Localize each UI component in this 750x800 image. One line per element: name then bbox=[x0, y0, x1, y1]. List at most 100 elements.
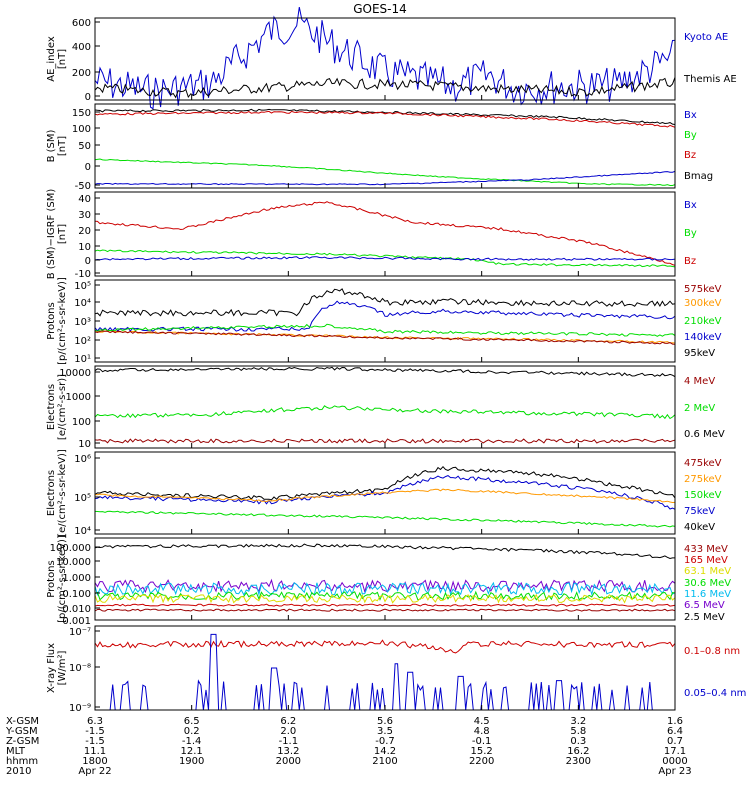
legend-entry: 0.6 MeV bbox=[684, 429, 725, 440]
y-axis-label: [nT] bbox=[57, 49, 68, 69]
series-by-diff bbox=[94, 249, 676, 268]
legend-entry: By bbox=[684, 228, 697, 239]
axis-row-value: -1.5 bbox=[85, 726, 105, 737]
axis-row-value: 6.5 bbox=[184, 716, 200, 727]
y-axis-label: B (SM) bbox=[46, 129, 57, 162]
axis-row-value: 0000 bbox=[662, 756, 687, 767]
y-axis-label: [p/(cm²-s-sr-keV)] bbox=[57, 535, 68, 623]
y-tick-label: 10 bbox=[78, 439, 91, 450]
series-kyoto-ae bbox=[94, 7, 676, 110]
y-axis-label: Electrons bbox=[46, 384, 57, 430]
y-tick-label: 10000 bbox=[59, 368, 91, 379]
axis-row-label: hhmm bbox=[6, 756, 38, 767]
axis-row-label: MLT bbox=[6, 746, 26, 757]
y-axis-label: AE_index bbox=[46, 36, 57, 82]
legend-entry: Bx bbox=[684, 200, 697, 211]
series-575kev bbox=[94, 330, 676, 345]
legend-entry: 0.05–0.4 nm bbox=[684, 688, 746, 699]
y-axis-label: [e/(cm²-s-sr)] bbox=[57, 374, 68, 440]
axis-row-value: Apr 22 bbox=[78, 766, 111, 777]
series-63-1mev bbox=[94, 593, 676, 604]
series-30-6mev bbox=[94, 590, 676, 601]
series-bmag bbox=[94, 108, 676, 125]
legend-entry: 300keV bbox=[684, 298, 722, 309]
y-tick-label: 1.000 bbox=[62, 573, 91, 584]
series-140kev bbox=[94, 300, 676, 332]
panel-frame bbox=[94, 103, 676, 189]
axis-row-label: Y-GSM bbox=[5, 726, 38, 737]
panel-frame bbox=[94, 279, 676, 363]
panel-4: 10⁵ 10⁴ 10³ 10² 10¹ Protons [p/(cm²-s-sr-keV)]… bbox=[46, 277, 722, 365]
y-tick-label: -10 bbox=[75, 269, 91, 280]
series-themis-ae bbox=[94, 77, 676, 99]
y-axis-label: [W/m²] bbox=[57, 650, 68, 685]
orbit-axis-table: X-GSMY-GSMZ-GSMMLThhmm20106.3-1.5-1.511.… bbox=[5, 716, 692, 777]
series-2mev bbox=[94, 405, 676, 420]
legend-entry: 575keV bbox=[684, 284, 722, 295]
panel-frame bbox=[94, 537, 676, 621]
legend-entry: 95keV bbox=[684, 348, 715, 359]
axis-row-value: 2300 bbox=[566, 756, 591, 767]
y-axis-label: B (SM)−IGRF (SM) bbox=[46, 189, 57, 280]
y-tick-label: 100 bbox=[72, 124, 91, 135]
axis-row-value: 0.3 bbox=[570, 736, 586, 747]
y-tick-label: 100.000 bbox=[50, 543, 91, 554]
legend-entry: 30.6 MeV bbox=[684, 578, 731, 589]
axis-row-value: 12.1 bbox=[181, 746, 203, 757]
panel-6: 10⁶ 10⁵ 10⁴ Electrons [e/(cm²-s-sr-keV)] 475k… bbox=[46, 449, 722, 537]
series-40kev bbox=[94, 465, 676, 501]
axis-row-value: 14.2 bbox=[374, 746, 396, 757]
panel-8: 10⁻⁷ 10⁻⁸ 10⁻⁹ X-ray Flux [W/m²] 0.1–0.8 nm 0.… bbox=[46, 625, 746, 714]
legend-entry: 150keV bbox=[684, 490, 722, 501]
panel-8-traces bbox=[94, 633, 676, 711]
y-tick-label: 10⁴ bbox=[74, 526, 91, 537]
y-tick-label: 50 bbox=[78, 141, 91, 152]
axis-row-value: 0.7 bbox=[667, 736, 683, 747]
series-bx-diff bbox=[94, 256, 676, 261]
axis-row-value: -1.1 bbox=[279, 736, 299, 747]
y-axis-label: [e/(cm²-s-sr-keV)] bbox=[57, 449, 68, 537]
legend-entry: 475keV bbox=[684, 458, 722, 469]
panel-5-traces bbox=[94, 366, 676, 444]
legend-entry: 40keV bbox=[684, 522, 715, 533]
axis-row-value: 1.6 bbox=[667, 716, 683, 727]
legend-entry: 433 MeV bbox=[684, 544, 728, 555]
legend-entry: By bbox=[684, 130, 697, 141]
axis-row-value: 3.2 bbox=[570, 716, 586, 727]
legend-entry: 140keV bbox=[684, 332, 722, 343]
y-axis-label: X-ray Flux bbox=[46, 643, 57, 693]
y-tick-label: 30 bbox=[78, 210, 91, 221]
legend-entry: 4 MeV bbox=[684, 376, 715, 387]
y-tick-label: 10⁵ bbox=[74, 493, 91, 504]
y-tick-label: 10⁻⁹ bbox=[69, 703, 91, 714]
legend-entry: 275keV bbox=[684, 474, 722, 485]
legend-entry: 11.6 MeV bbox=[684, 589, 731, 600]
legend-entry: Themis AE bbox=[683, 74, 737, 85]
axis-row-value: 6.4 bbox=[667, 726, 683, 737]
y-tick-label: 0 bbox=[85, 92, 91, 103]
panel-frame bbox=[94, 191, 676, 277]
axis-row-value: -1.4 bbox=[182, 736, 202, 747]
axis-row-value: 4.8 bbox=[474, 726, 490, 737]
y-axis-label: [nT] bbox=[57, 136, 68, 156]
axis-row-value: 3.5 bbox=[377, 726, 393, 737]
axis-row-value: 6.3 bbox=[87, 716, 103, 727]
axis-row-value: -0.1 bbox=[472, 736, 492, 747]
y-tick-label: 20 bbox=[78, 226, 91, 237]
y-tick-label: 10⁵ bbox=[74, 281, 91, 292]
series-433mev bbox=[94, 608, 676, 612]
series-150kev-orange bbox=[94, 488, 676, 504]
legend-entry: 2 MeV bbox=[684, 403, 715, 414]
y-tick-label: 400 bbox=[72, 42, 91, 53]
axis-row-value: 15.2 bbox=[471, 746, 493, 757]
axis-row-value: 13.2 bbox=[277, 746, 299, 757]
axis-row-value: 5.6 bbox=[377, 716, 393, 727]
y-tick-label: 10 bbox=[78, 242, 91, 253]
y-tick-label: -50 bbox=[75, 181, 91, 192]
legend-entry: 2.5 MeV bbox=[684, 612, 725, 623]
legend-entry: 0.1–0.8 nm bbox=[684, 646, 740, 657]
panel-frame bbox=[94, 365, 676, 449]
series-6-5mev bbox=[94, 578, 676, 594]
panel-7-traces bbox=[94, 543, 676, 612]
y-tick-label: 0.100 bbox=[62, 589, 91, 600]
